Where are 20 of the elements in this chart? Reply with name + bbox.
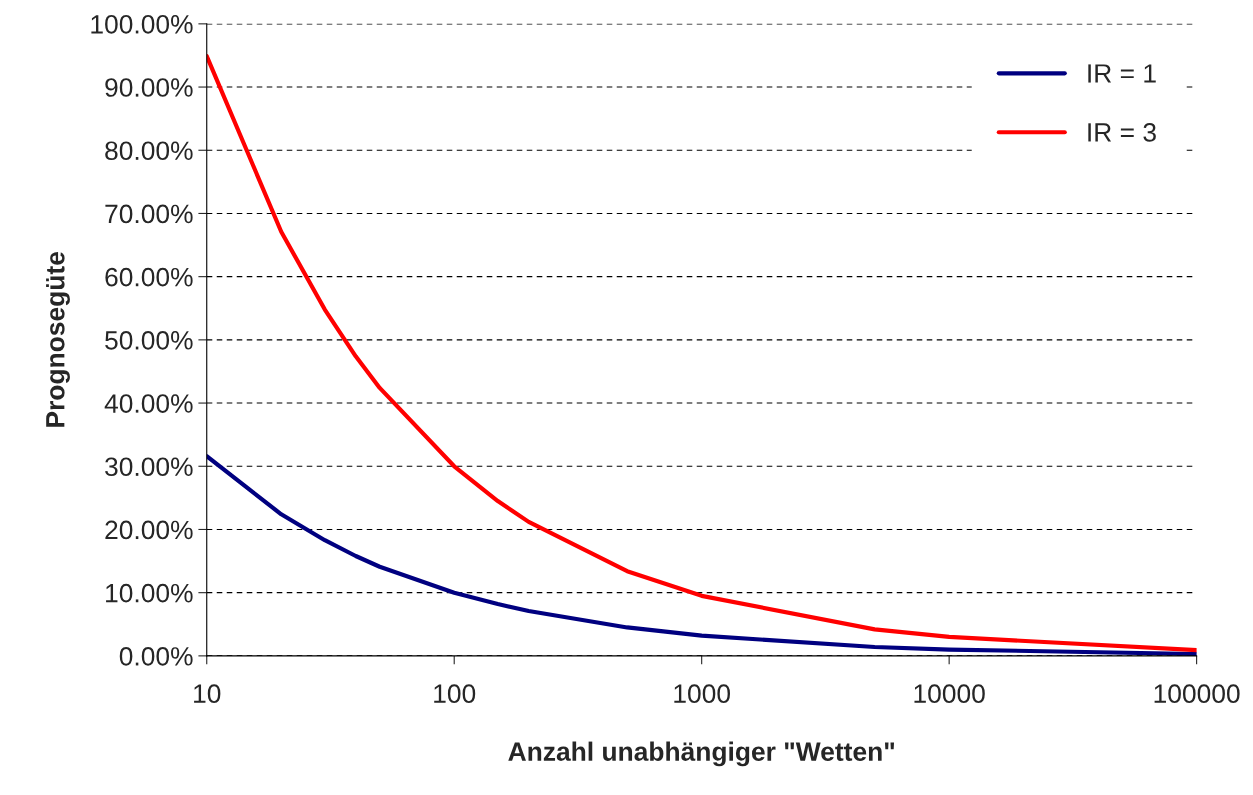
y-tick-label: 60.00% [105, 267, 193, 287]
y-tick-label: 10.00% [106, 583, 193, 603]
y-tick-label: 40.00% [104, 394, 193, 413]
legend-label: IR = 1 [1088, 64, 1156, 83]
y-tick-label: 20.00% [105, 520, 193, 540]
x-tick-label: 10000 [914, 684, 985, 704]
y-axis-title: Prognosegüte [46, 252, 70, 427]
x-tick-label: 1000 [674, 684, 730, 704]
y-tick-label: 0.00% [119, 647, 193, 666]
y-tick-label: 80.00% [105, 141, 193, 161]
y-tick-label: 30.00% [105, 457, 193, 477]
legend-label: IR = 3 [1088, 123, 1156, 142]
x-tick-label: 10 [194, 684, 221, 704]
y-tick-label: 70.00% [105, 204, 193, 224]
x-tick-label: 100000 [1154, 684, 1240, 704]
x-tick-label: 100 [434, 684, 476, 704]
y-tick-label: 90.00% [105, 78, 193, 97]
y-tick-label: 100.00% [91, 14, 193, 34]
y-tick-label: 50.00% [105, 331, 193, 350]
x-axis-title: Anzahl unabhängiger "Wetten" [508, 741, 895, 767]
